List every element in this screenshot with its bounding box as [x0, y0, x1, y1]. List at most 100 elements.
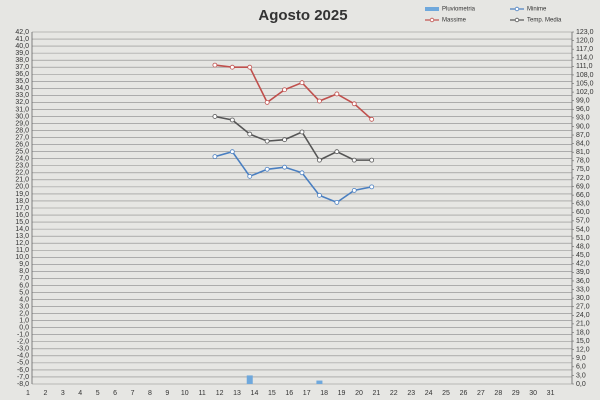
point	[334, 149, 340, 155]
point	[299, 129, 305, 135]
point	[369, 116, 375, 122]
point	[317, 98, 322, 104]
y2-tick-label: 87,0	[576, 132, 590, 139]
line	[214, 115, 372, 162]
y2-tick-label: 84,0	[576, 140, 590, 147]
legend-marker	[514, 17, 520, 23]
point	[369, 157, 375, 163]
x-tick-label: 15	[268, 390, 276, 397]
legend-label: Minime	[527, 7, 547, 13]
legend-label: Temp. Media	[527, 18, 562, 24]
y2-tick-label: 3,0	[576, 372, 586, 379]
point	[317, 192, 322, 198]
line	[214, 150, 372, 204]
y2-tick-label: 69,0	[576, 183, 590, 190]
y-tick-label: 24,0	[15, 156, 29, 163]
y-tick-label: 21,0	[15, 177, 29, 184]
legend-swatch	[425, 7, 439, 11]
y-tick-label: -5,0	[17, 360, 29, 367]
y-tick-label: 36,0	[15, 71, 29, 78]
y-tick-label: 17,0	[15, 205, 29, 212]
y-tick-label: 32,0	[15, 99, 29, 106]
y-tick-label: 34,0	[15, 85, 29, 92]
x-tick-label: 9	[165, 390, 169, 397]
y-tick-label: -1,0	[17, 332, 29, 339]
x-tick-label: 19	[338, 390, 346, 397]
x-tick-label: 29	[512, 390, 520, 397]
y2-tick-label: 123,0	[576, 29, 594, 36]
y2-tick-label: 63,0	[576, 201, 590, 208]
y2-tick-label: 45,0	[576, 252, 590, 259]
y2-tick-label: 18,0	[576, 329, 590, 336]
y2-tick-label: 27,0	[576, 304, 590, 311]
y-tick-label: 15,0	[15, 219, 29, 226]
x-tick-label: 2	[43, 390, 47, 397]
y-tick-label: 42,0	[15, 29, 29, 36]
point	[282, 137, 287, 143]
y-tick-label: -3,0	[17, 346, 29, 353]
y2-tick-label: 12,0	[576, 347, 590, 354]
x-tick-label: 26	[460, 390, 468, 397]
y-tick-label: 1,0	[19, 317, 29, 324]
point	[247, 64, 253, 70]
y-tick-label: 18,0	[15, 198, 29, 205]
y2-tick-label: 54,0	[576, 226, 590, 233]
y-tick-label: 39,0	[15, 50, 29, 57]
x-tick-label: 13	[233, 390, 241, 397]
point	[212, 154, 218, 160]
x-tick-label: 31	[547, 390, 555, 397]
y-tick-label: 28,0	[15, 127, 29, 134]
point	[264, 138, 270, 144]
y2-tick-label: 24,0	[576, 312, 590, 319]
y2-tick-label: 111,0	[576, 63, 593, 70]
line	[214, 64, 373, 120]
point	[212, 62, 218, 68]
x-tick-label: 27	[477, 390, 485, 397]
y-tick-label: 22,0	[15, 170, 29, 177]
x-tick-label: 1	[26, 390, 30, 397]
y-tick-label: 13,0	[15, 233, 29, 240]
bar	[316, 380, 323, 384]
y-tick-label: 16,0	[15, 212, 29, 219]
y-tick-label: 37,0	[15, 64, 29, 71]
point	[351, 101, 357, 107]
y-tick-label: -8,0	[17, 381, 29, 388]
y-tick-label: -2,0	[17, 339, 29, 346]
point	[334, 91, 340, 97]
y-tick-label: 40,0	[15, 43, 29, 50]
x-tick-label: 11	[199, 390, 206, 397]
y-tick-label: 6,0	[19, 282, 29, 289]
y-tick-label: -7,0	[17, 374, 29, 381]
y-tick-label: -4,0	[17, 353, 29, 360]
bar	[246, 375, 253, 384]
y-tick-label: 10,0	[15, 254, 29, 261]
y-tick-label: 8,0	[19, 268, 29, 275]
y-tick-label: 35,0	[15, 78, 29, 85]
y2-tick-label: 42,0	[576, 261, 590, 268]
point	[299, 170, 305, 176]
y-tick-label: 7,0	[19, 275, 29, 282]
y-tick-label: 20,0	[15, 184, 29, 191]
y-tick-label: 33,0	[15, 92, 29, 99]
y-tick-label: 3,0	[19, 303, 29, 310]
x-tick-label: 7	[131, 390, 135, 397]
y-tick-label: 38,0	[15, 57, 29, 64]
point	[247, 131, 253, 137]
y-tick-label: 2,0	[19, 310, 29, 317]
x-tick-label: 25	[442, 390, 450, 397]
y2-tick-label: 21,0	[576, 321, 590, 328]
point	[334, 199, 340, 205]
x-tick-label: 18	[320, 390, 328, 397]
y2-tick-label: 105,0	[576, 80, 594, 87]
x-tick-label: 5	[96, 390, 100, 397]
point	[229, 149, 235, 155]
point	[282, 164, 287, 170]
y-tick-label: 23,0	[15, 163, 29, 170]
y2-tick-label: 108,0	[576, 72, 594, 79]
y2-tick-label: 36,0	[576, 278, 590, 285]
y2-tick-label: 60,0	[576, 209, 590, 216]
y2-tick-label: 33,0	[576, 286, 590, 293]
x-tick-label: 30	[529, 390, 537, 397]
legend-marker	[429, 17, 435, 23]
